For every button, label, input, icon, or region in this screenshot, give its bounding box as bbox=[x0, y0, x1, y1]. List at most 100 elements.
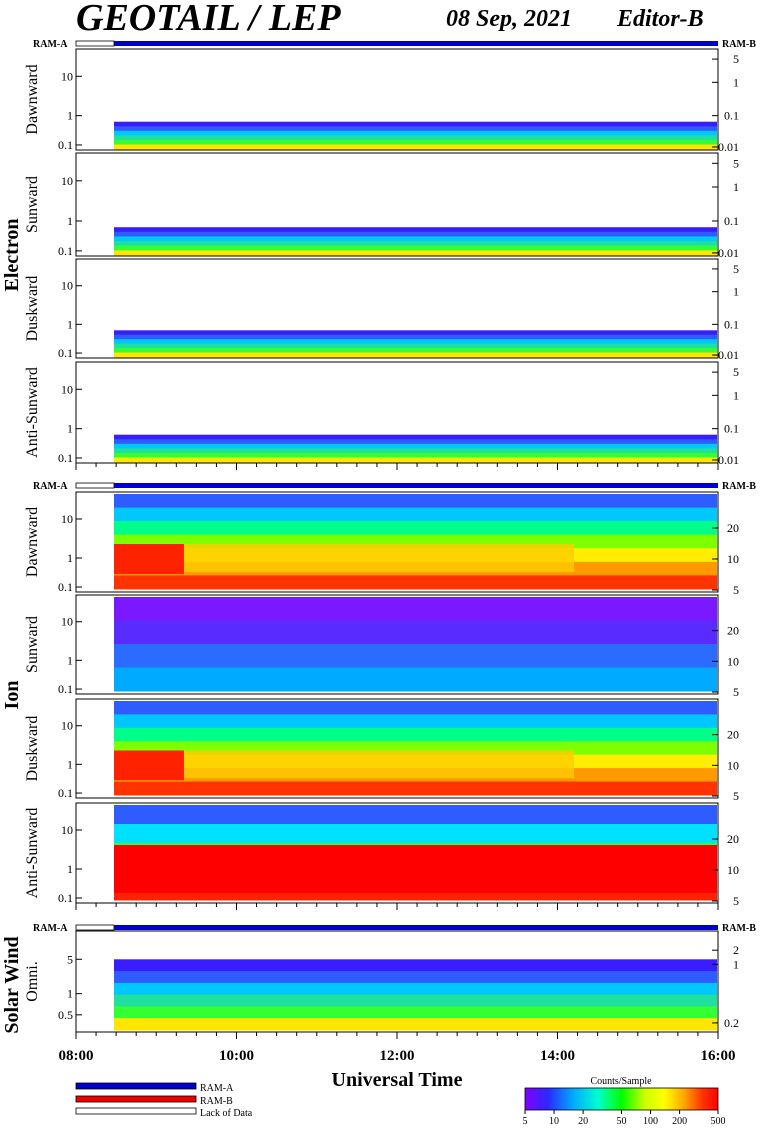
left-tick-label: 10 bbox=[61, 69, 73, 83]
intensity-band bbox=[114, 781, 717, 796]
spectrogram-fill bbox=[114, 959, 717, 1031]
left-tick-label: 0.5 bbox=[58, 1008, 73, 1022]
intensity-band bbox=[114, 727, 717, 742]
left-tick-label: 10 bbox=[61, 174, 73, 188]
intensity-band bbox=[114, 231, 717, 237]
time-tick-label: 10:00 bbox=[219, 1048, 254, 1064]
intensity-band bbox=[114, 824, 717, 844]
right-tick-label: 5 bbox=[733, 894, 739, 908]
intensity-band bbox=[114, 971, 717, 984]
group-label-ion: Ion bbox=[1, 681, 23, 710]
ram-bar-ion: RAM-A RAM-B bbox=[33, 481, 756, 492]
panel-y-label: Anti-Sunward bbox=[24, 367, 41, 458]
left-tick-label: 5 bbox=[67, 952, 73, 966]
intensity-band bbox=[114, 334, 717, 340]
right-tick-label: 2 bbox=[733, 943, 739, 957]
right-tick-label: 5 bbox=[733, 583, 739, 597]
panel-electron-dawnward: Dawnward 10 1 0.1 5 1 0.1 0.01 bbox=[24, 48, 739, 154]
intensity-band bbox=[114, 457, 717, 463]
right-tick-label: 0.1 bbox=[724, 317, 739, 331]
left-tick-label: 0.1 bbox=[58, 138, 73, 152]
right-tick-label: 1 bbox=[733, 75, 739, 89]
right-tick-label: 0.01 bbox=[718, 453, 739, 467]
intensity-band bbox=[114, 575, 717, 590]
intensity-band bbox=[114, 343, 717, 349]
right-tick-label: 5 bbox=[733, 156, 739, 170]
intensity-band bbox=[114, 236, 717, 242]
legend-label-ram-a: RAM-A bbox=[200, 1083, 234, 1094]
intensity-band bbox=[114, 434, 717, 440]
panel-electron-anti-sunward: Anti-Sunward 10 1 0.1 5 1 0.1 0.01 bbox=[24, 361, 739, 467]
right-tick-label: 1 bbox=[733, 180, 739, 194]
time-axis: 08:00 10:00 12:00 14:00 16:00 bbox=[59, 463, 736, 1064]
right-tick-label: 20 bbox=[727, 624, 739, 638]
spectrogram-fill bbox=[114, 701, 717, 796]
time-tick-label: 08:00 bbox=[59, 1048, 94, 1064]
left-tick-label: 1 bbox=[67, 214, 73, 228]
legend-swatch-lack-of-data bbox=[75, 1107, 197, 1115]
legend-swatch-ram-b bbox=[75, 1095, 197, 1103]
group-label-solar-wind: Solar Wind bbox=[1, 936, 23, 1033]
intensity-band bbox=[114, 250, 717, 256]
left-tick-label: 0.1 bbox=[58, 580, 73, 594]
intensity-band bbox=[114, 494, 717, 509]
intensity-band bbox=[114, 805, 717, 825]
left-tick-label: 0.1 bbox=[58, 346, 73, 360]
panel-y-label: Sunward bbox=[24, 176, 41, 233]
right-tick-label: 1 bbox=[733, 388, 739, 402]
spectrogram-fill bbox=[114, 330, 717, 358]
intensity-band bbox=[114, 130, 717, 136]
panel-ion-dawnward: Dawnward 10 1 0.1 20 10 5 bbox=[24, 491, 739, 597]
colorbar-title: Counts/Sample bbox=[590, 1076, 652, 1087]
right-tick-label: 1 bbox=[733, 957, 739, 971]
intensity-band bbox=[114, 330, 717, 336]
figure-title: GEOTAIL / LEP bbox=[76, 0, 341, 39]
intensity-band bbox=[114, 667, 717, 692]
right-tick-label: 5 bbox=[733, 365, 739, 379]
left-tick-label: 10 bbox=[61, 512, 73, 526]
intensity-band bbox=[114, 352, 717, 358]
panel-y-label: Dawnward bbox=[24, 64, 41, 134]
right-tick-label: 20 bbox=[727, 832, 739, 846]
time-tick-label: 14:00 bbox=[540, 1048, 575, 1064]
right-tick-label: 20 bbox=[727, 521, 739, 535]
left-tick-label: 10 bbox=[61, 382, 73, 396]
ram-bar-solar-wind: RAM-A RAM-B bbox=[33, 923, 756, 934]
colorbar-tick-label: 500 bbox=[711, 1116, 726, 1127]
left-tick-label: 1 bbox=[67, 862, 73, 876]
panel-y-label: Sunward bbox=[24, 616, 41, 673]
intensity-band bbox=[114, 144, 717, 150]
spectrogram-fill bbox=[114, 597, 717, 692]
panel-y-label: Omni. bbox=[24, 961, 41, 1001]
colorbar-tick-label: 50 bbox=[617, 1116, 627, 1127]
left-tick-label: 0.1 bbox=[58, 451, 73, 465]
intensity-band bbox=[114, 701, 717, 715]
colorbar-gradient bbox=[524, 1087, 719, 1111]
left-tick-label: 1 bbox=[67, 757, 73, 771]
left-tick-label: 10 bbox=[61, 823, 73, 837]
intensity-band bbox=[114, 507, 717, 522]
left-tick-label: 0.1 bbox=[58, 682, 73, 696]
figure-editor: Editor-B bbox=[616, 6, 704, 32]
ram-label-right: RAM-B bbox=[722, 923, 756, 934]
intensity-band bbox=[114, 348, 717, 354]
intensity-band bbox=[114, 448, 717, 454]
intensity-core bbox=[114, 845, 717, 893]
intensity-band bbox=[114, 994, 717, 1007]
color-scale: Counts/Sample 5 10 20 50 100 200 500 bbox=[523, 1076, 726, 1127]
colorbar-tick-label: 5 bbox=[523, 1116, 528, 1127]
panel-y-label: Anti-Sunward bbox=[24, 808, 41, 899]
ram-label-left: RAM-A bbox=[33, 923, 68, 934]
right-tick-label: 0.1 bbox=[724, 109, 739, 123]
right-tick-label: 5 bbox=[733, 685, 739, 699]
intensity-band bbox=[114, 139, 717, 145]
spectrogram-fill bbox=[114, 494, 717, 590]
colorbar-tick-label: 100 bbox=[643, 1116, 658, 1127]
left-tick-label: 10 bbox=[61, 279, 73, 293]
ram-label-right: RAM-B bbox=[722, 39, 756, 50]
group-label-electron: Electron bbox=[1, 219, 23, 292]
time-tick-label: 12:00 bbox=[380, 1048, 415, 1064]
left-tick-label: 0.1 bbox=[58, 244, 73, 258]
intensity-band bbox=[114, 121, 717, 127]
